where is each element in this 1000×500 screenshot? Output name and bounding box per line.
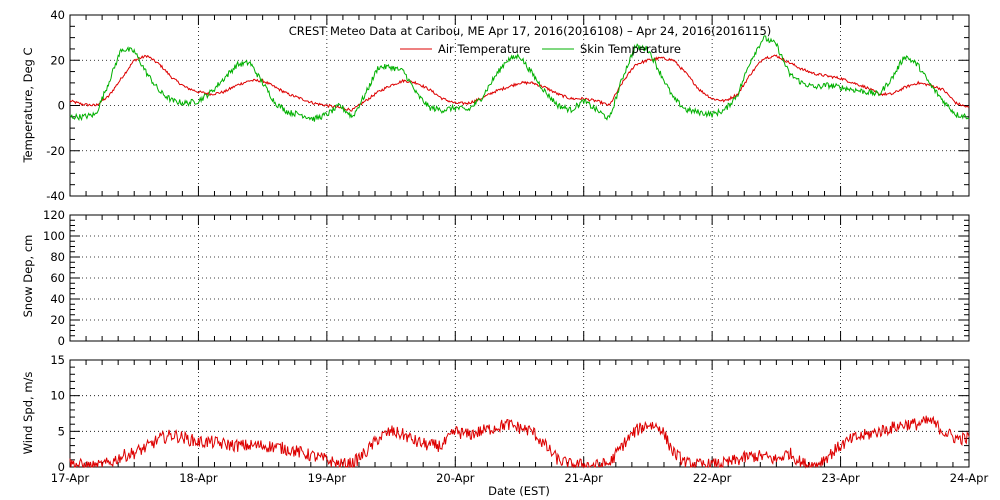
wind-speed-y-tick-label: 10 bbox=[50, 389, 65, 403]
wind-speed-series-wind-speed bbox=[69, 415, 970, 469]
temperature-y-tick-label: -40 bbox=[46, 189, 65, 203]
temperature-panel: -40 -20 0 20 40 bbox=[46, 8, 970, 203]
x-tick-label: 20-Apr bbox=[436, 471, 475, 485]
snow-depth-panel: 0 20 40 60 80 100 120 bbox=[43, 208, 970, 348]
wind-speed-plot-frame bbox=[69, 359, 970, 468]
x-tick-label: 18-Apr bbox=[179, 471, 218, 485]
snow-depth-y-tick-label: 40 bbox=[50, 292, 65, 306]
temperature-y-tick-label: 40 bbox=[50, 8, 65, 22]
temperature-y-tick-label: -20 bbox=[46, 144, 65, 158]
legend-label-skin-temperature: Skin Temperature bbox=[580, 42, 681, 56]
temperature-series-skin-temperature bbox=[69, 35, 970, 122]
snow-depth-y-tick-label: 0 bbox=[58, 334, 65, 348]
legend: Air Temperature Skin Temperature bbox=[400, 42, 681, 56]
y-axis-label-snow-depth: Snow Dep, cm bbox=[21, 235, 35, 318]
snow-depth-y-tick-label: 80 bbox=[50, 250, 65, 264]
y-axis-label-wind-speed: Wind Spd, m/s bbox=[21, 372, 35, 455]
x-tick-label: 22-Apr bbox=[693, 471, 732, 485]
wind-speed-panel: 0 5 10 15 bbox=[50, 353, 970, 474]
x-tick-label: 17-Apr bbox=[51, 471, 90, 485]
legend-label-air-temperature: Air Temperature bbox=[438, 42, 530, 56]
x-tick-label: 21-Apr bbox=[564, 471, 603, 485]
y-axis-label-temperature: Temperature, Deg C bbox=[21, 47, 35, 163]
x-axis-label: Date (EST) bbox=[488, 484, 550, 498]
temperature-y-tick-label: 0 bbox=[58, 99, 65, 113]
wind-speed-y-tick-label: 0 bbox=[58, 460, 65, 474]
temperature-y-tick-label: 20 bbox=[50, 53, 65, 67]
wind-speed-y-tick-label: 15 bbox=[50, 353, 65, 367]
x-tick-label: 24-Apr bbox=[950, 471, 989, 485]
wind-speed-y-tick-label: 5 bbox=[58, 424, 65, 438]
snow-depth-y-tick-label: 60 bbox=[50, 271, 65, 285]
chart-title: CREST Meteo Data at Caribou, ME Apr 17, … bbox=[289, 24, 772, 38]
x-tick-label: 19-Apr bbox=[308, 471, 347, 485]
snow-depth-y-tick-label: 120 bbox=[43, 208, 65, 222]
x-tick-label: 23-Apr bbox=[821, 471, 860, 485]
snow-depth-y-tick-label: 20 bbox=[50, 313, 65, 327]
temperature-series-air-temperature bbox=[69, 54, 970, 112]
snow-depth-y-tick-label: 100 bbox=[43, 229, 65, 243]
